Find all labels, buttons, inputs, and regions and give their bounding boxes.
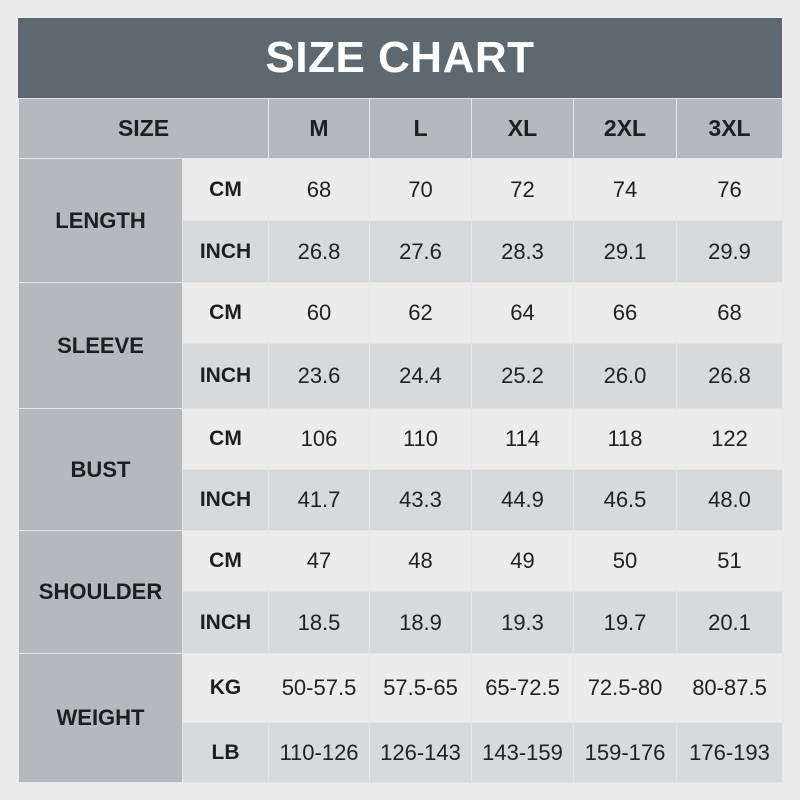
table-row: INCH 26.8 27.6 28.3 29.1 29.9 [19, 220, 783, 283]
value-cell: 26.8 [676, 343, 783, 409]
header-row: SIZE M L XL 2XL 3XL [18, 98, 783, 159]
value-cell: 110 [369, 408, 472, 470]
value-cell: 76 [676, 158, 783, 221]
unit-label: INCH [182, 469, 269, 531]
value-cell: 68 [268, 158, 370, 221]
value-cell: 24.4 [369, 343, 472, 409]
value-cell: 25.2 [471, 343, 574, 409]
value-cell: 26.8 [268, 220, 370, 283]
value-cell: 57.5-65 [369, 653, 472, 723]
value-cell: 65-72.5 [471, 653, 574, 723]
value-cell: 41.7 [268, 469, 370, 531]
value-cell: 74 [573, 158, 677, 221]
size-table: SIZE M L XL 2XL 3XL LENGTH CM 68 70 72 74 76 IN… [18, 98, 783, 783]
value-cell: 20.1 [676, 591, 783, 654]
value-cell: 176-193 [676, 722, 783, 783]
measurement-label: WEIGHT [18, 653, 183, 783]
unit-label: CM [182, 282, 269, 344]
value-cell: 27.6 [369, 220, 472, 283]
value-cell: 49 [471, 530, 574, 592]
value-cell: 29.1 [573, 220, 677, 283]
value-cell: 43.3 [369, 469, 472, 531]
measurement-label: SHOULDER [18, 530, 183, 654]
table-row: BUST CM 106 110 114 118 122 [18, 408, 783, 531]
value-cell: 143-159 [471, 722, 574, 783]
table-row: LENGTH CM 68 70 72 74 76 [18, 158, 783, 283]
value-cell: 62 [369, 282, 472, 344]
unit-label: KG [182, 653, 269, 723]
value-cell: 19.3 [471, 591, 574, 654]
table-row: LB 110-126 126-143 143-159 159-176 176-193 [19, 722, 783, 783]
value-cell: 44.9 [471, 469, 574, 531]
value-cell: 50 [573, 530, 677, 592]
measurement-label: LENGTH [18, 158, 183, 283]
value-cell: 72 [471, 158, 574, 221]
value-cell: 48 [369, 530, 472, 592]
size-column-header: L [369, 98, 472, 159]
value-cell: 48.0 [676, 469, 783, 531]
value-cell: 18.9 [369, 591, 472, 654]
measurement-label: BUST [18, 408, 183, 531]
size-header: SIZE [18, 98, 269, 159]
value-cell: 122 [676, 408, 783, 470]
table-row: SHOULDER CM 47 48 49 50 51 [18, 530, 783, 654]
value-cell: 72.5-80 [573, 653, 677, 723]
table-row: WEIGHT KG 50-57.5 57.5-65 65-72.5 72.5-80 80-8… [18, 653, 783, 783]
measurement-label: SLEEVE [18, 282, 183, 409]
value-cell: 66 [573, 282, 677, 344]
table-row: INCH 23.6 24.4 25.2 26.0 26.8 [19, 343, 783, 409]
value-cell: 70 [369, 158, 472, 221]
value-cell: 64 [471, 282, 574, 344]
value-cell: 18.5 [268, 591, 370, 654]
unit-label: CM [182, 158, 269, 221]
value-cell: 51 [676, 530, 783, 592]
size-column-header: 2XL [573, 98, 677, 159]
value-cell: 118 [573, 408, 677, 470]
value-cell: 60 [268, 282, 370, 344]
unit-label: INCH [182, 591, 269, 654]
chart-title: SIZE CHART [18, 18, 782, 98]
value-cell: 46.5 [573, 469, 677, 531]
value-cell: 26.0 [573, 343, 677, 409]
table-row: INCH 18.5 18.9 19.3 19.7 20.1 [19, 591, 783, 654]
table-row: INCH 41.7 43.3 44.9 46.5 48.0 [19, 469, 783, 531]
value-cell: 110-126 [268, 722, 370, 783]
unit-label: LB [182, 722, 269, 783]
unit-label: CM [182, 408, 269, 470]
value-cell: 28.3 [471, 220, 574, 283]
size-column-header: M [268, 98, 370, 159]
value-cell: 159-176 [573, 722, 677, 783]
size-column-header: XL [471, 98, 574, 159]
unit-label: INCH [182, 220, 269, 283]
value-cell: 114 [471, 408, 574, 470]
value-cell: 47 [268, 530, 370, 592]
value-cell: 23.6 [268, 343, 370, 409]
value-cell: 50-57.5 [268, 653, 370, 723]
table-row: SLEEVE CM 60 62 64 66 68 [18, 282, 783, 409]
unit-label: INCH [182, 343, 269, 409]
value-cell: 80-87.5 [676, 653, 783, 723]
value-cell: 68 [676, 282, 783, 344]
value-cell: 126-143 [369, 722, 472, 783]
size-column-header: 3XL [676, 98, 783, 159]
value-cell: 19.7 [573, 591, 677, 654]
unit-label: CM [182, 530, 269, 592]
value-cell: 106 [268, 408, 370, 470]
value-cell: 29.9 [676, 220, 783, 283]
